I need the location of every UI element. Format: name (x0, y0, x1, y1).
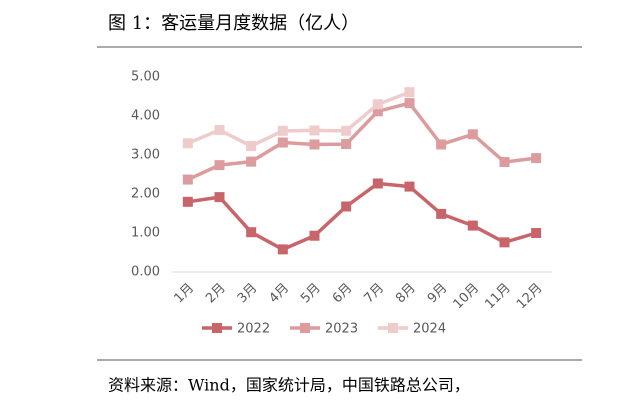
point-marker (182, 174, 193, 185)
legend-item: 2022 (202, 322, 270, 337)
series-line (187, 181, 537, 252)
legend-swatch-marker (388, 323, 398, 333)
legend-label: 2023 (325, 322, 358, 337)
point-marker (436, 139, 447, 150)
point-marker (341, 201, 352, 212)
legend-item: 2023 (290, 322, 358, 337)
point-marker (277, 244, 288, 255)
point-marker (531, 228, 542, 238)
point-marker (214, 192, 225, 203)
chart-title: 图 1：客运量月度数据（亿人） (108, 13, 359, 34)
point-marker (499, 157, 510, 168)
point-marker (309, 139, 320, 150)
y-tick-label: 2.00 (131, 187, 160, 202)
point-marker (214, 125, 225, 136)
point-marker (246, 141, 257, 152)
legend-swatch-marker (300, 323, 310, 333)
point-marker (277, 125, 288, 136)
x-tick-label: 12月 (514, 281, 545, 312)
legend-label: 2022 (237, 322, 270, 337)
point-marker (404, 181, 415, 192)
x-tick-label: 2月 (203, 281, 229, 307)
x-tick-label: 11月 (482, 281, 513, 312)
point-marker (499, 237, 510, 248)
x-tick-label: 9月 (425, 281, 451, 307)
series-line (187, 101, 537, 182)
legend-swatch-marker (212, 323, 222, 333)
x-tick-label: 1月 (171, 281, 197, 307)
point-marker (372, 99, 383, 110)
point-marker (214, 160, 225, 171)
point-marker (436, 208, 447, 219)
point-marker (309, 125, 320, 136)
point-marker (309, 230, 320, 241)
point-marker (277, 137, 288, 148)
x-tick-label: 10月 (451, 281, 482, 312)
x-tick-label: 3月 (235, 281, 261, 307)
y-tick-label: 1.00 (131, 226, 160, 241)
point-marker (182, 138, 193, 149)
point-marker (246, 156, 257, 167)
series-line (187, 90, 411, 148)
y-tick-label: 4.00 (131, 109, 160, 124)
point-marker (467, 129, 478, 140)
point-marker (372, 106, 383, 117)
point-marker (372, 178, 383, 189)
y-tick-label: 0.00 (131, 265, 160, 280)
point-marker (467, 220, 478, 231)
legend-item: 2024 (378, 322, 446, 337)
x-tick-label: 4月 (266, 281, 292, 307)
y-tick-label: 3.00 (131, 148, 160, 163)
source-note: 资料来源：Wind，国家统计局，中国铁路总公司， (108, 376, 470, 395)
point-marker (341, 125, 352, 136)
x-tick-label: 8月 (393, 281, 419, 307)
y-tick-label: 5.00 (131, 70, 160, 85)
point-marker (531, 153, 542, 164)
point-marker (404, 98, 415, 109)
point-marker (341, 139, 352, 150)
point-marker (182, 196, 193, 207)
point-marker (246, 227, 257, 238)
x-tick-label: 7月 (361, 281, 387, 307)
x-tick-label: 5月 (298, 281, 324, 307)
point-marker (404, 87, 415, 98)
x-tick-label: 6月 (330, 281, 356, 307)
legend-label: 2024 (413, 322, 446, 337)
